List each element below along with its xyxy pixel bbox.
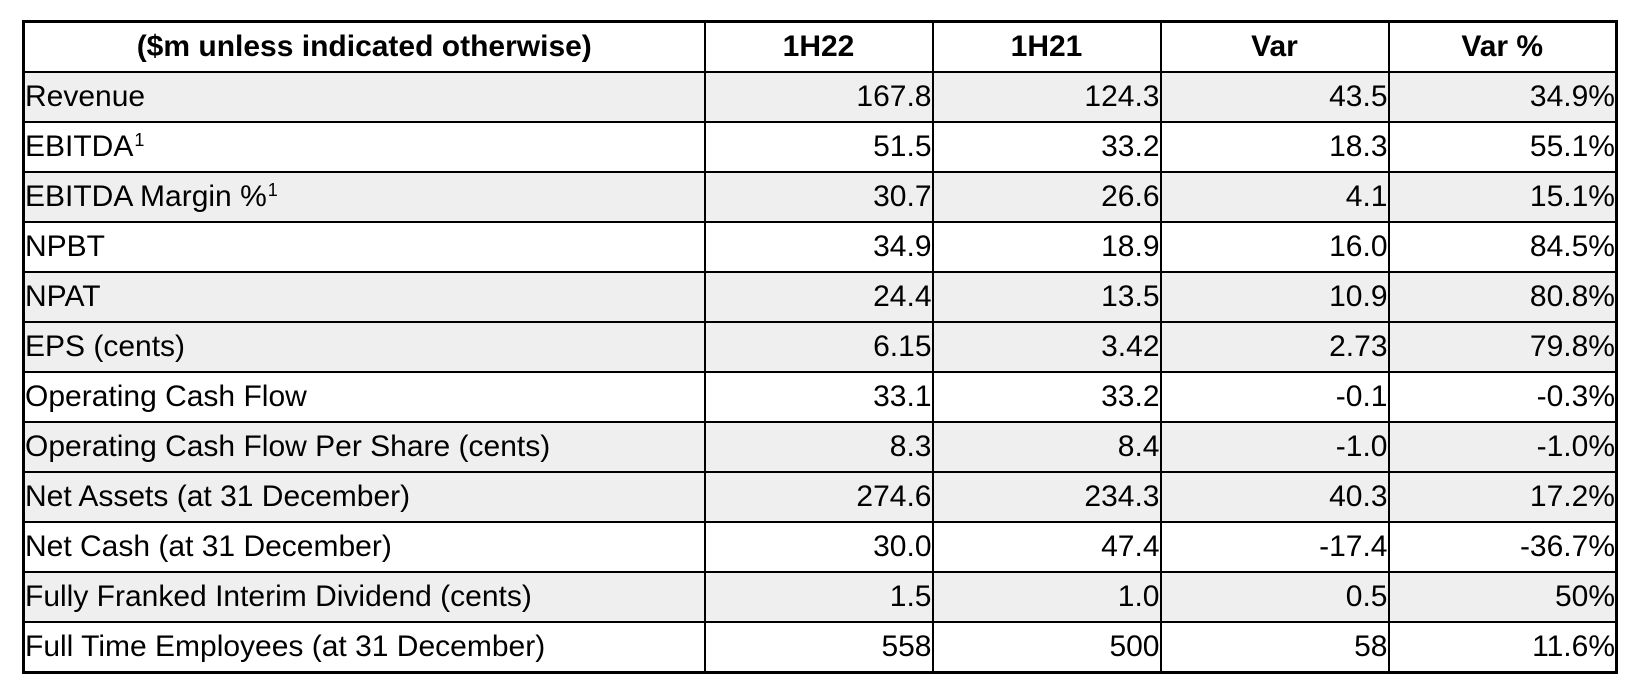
cell-value: 33.2 <box>931 371 1162 423</box>
header-cell-1h22: 1H22 <box>703 20 934 73</box>
cell-value: 24.4 <box>703 271 934 323</box>
table-row-ebitda: EBITDA1 51.5 33.2 18.3 55.1% <box>22 121 1618 173</box>
cell-value: 18.3 <box>1159 121 1390 173</box>
footnote-marker: 1 <box>267 180 278 201</box>
cell-value: 17.2% <box>1387 471 1618 523</box>
cell-value: 274.6 <box>703 471 934 523</box>
cell-value: -36.7% <box>1387 521 1618 573</box>
header-cell-metric: ($m unless indicated otherwise) <box>22 20 706 73</box>
cell-value: 13.5 <box>931 271 1162 323</box>
cell-value: -17.4 <box>1159 521 1390 573</box>
cell-value: 6.15 <box>703 321 934 373</box>
cell-value: 58 <box>1159 621 1390 674</box>
cell-value: 8.3 <box>703 421 934 473</box>
cell-value: 33.2 <box>931 121 1162 173</box>
row-label: Fully Franked Interim Dividend (cents) <box>22 571 706 623</box>
table-row-interim-dividend: Fully Franked Interim Dividend (cents) 1… <box>22 571 1618 623</box>
cell-value: 3.42 <box>931 321 1162 373</box>
cell-value: 34.9% <box>1387 71 1618 123</box>
table-row-revenue: Revenue 167.8 124.3 43.5 34.9% <box>22 71 1618 123</box>
row-label: Revenue <box>22 71 706 123</box>
cell-value: -0.3% <box>1387 371 1618 423</box>
cell-value: 40.3 <box>1159 471 1390 523</box>
cell-value: 18.9 <box>931 221 1162 273</box>
cell-value: 84.5% <box>1387 221 1618 273</box>
table-row-net-cash: Net Cash (at 31 December) 30.0 47.4 -17.… <box>22 521 1618 573</box>
cell-value: 1.5 <box>703 571 934 623</box>
row-label: EPS (cents) <box>22 321 706 373</box>
cell-value: 500 <box>931 621 1162 674</box>
cell-value: 26.6 <box>931 171 1162 223</box>
cell-value: 234.3 <box>931 471 1162 523</box>
table-row-operating-cash-flow: Operating Cash Flow 33.1 33.2 -0.1 -0.3% <box>22 371 1618 423</box>
cell-value: 0.5 <box>1159 571 1390 623</box>
cell-value: 4.1 <box>1159 171 1390 223</box>
cell-value: 34.9 <box>703 221 934 273</box>
cell-value: 124.3 <box>931 71 1162 123</box>
table-row-eps: EPS (cents) 6.15 3.42 2.73 79.8% <box>22 321 1618 373</box>
table-row-operating-cash-flow-per-share: Operating Cash Flow Per Share (cents) 8.… <box>22 421 1618 473</box>
header-cell-var: Var <box>1159 20 1390 73</box>
cell-value: 33.1 <box>703 371 934 423</box>
cell-value: 167.8 <box>703 71 934 123</box>
header-row: ($m unless indicated otherwise) 1H22 1H2… <box>22 20 1618 73</box>
row-label: Full Time Employees (at 31 December) <box>22 621 706 674</box>
cell-value: -0.1 <box>1159 371 1390 423</box>
financial-summary-table: ($m unless indicated otherwise) 1H22 1H2… <box>22 20 1618 674</box>
row-label: Operating Cash Flow Per Share (cents) <box>22 421 706 473</box>
cell-value: -1.0% <box>1387 421 1618 473</box>
cell-value: 79.8% <box>1387 321 1618 373</box>
row-label: Net Assets (at 31 December) <box>22 471 706 523</box>
cell-value: 15.1% <box>1387 171 1618 223</box>
cell-value: 50% <box>1387 571 1618 623</box>
row-label: Net Cash (at 31 December) <box>22 521 706 573</box>
table-row-npat: NPAT 24.4 13.5 10.9 80.8% <box>22 271 1618 323</box>
cell-value: 16.0 <box>1159 221 1390 273</box>
table-row-ebitda-margin: EBITDA Margin %1 30.7 26.6 4.1 15.1% <box>22 171 1618 223</box>
header-cell-var-pct: Var % <box>1387 20 1618 73</box>
cell-value: 2.73 <box>1159 321 1390 373</box>
table-row-npbt: NPBT 34.9 18.9 16.0 84.5% <box>22 221 1618 273</box>
cell-value: 30.7 <box>703 171 934 223</box>
cell-value: 558 <box>703 621 934 674</box>
cell-value: 47.4 <box>931 521 1162 573</box>
cell-value: 43.5 <box>1159 71 1390 123</box>
cell-value: 10.9 <box>1159 271 1390 323</box>
header-cell-1h21: 1H21 <box>931 20 1162 73</box>
cell-value: 1.0 <box>931 571 1162 623</box>
row-label: EBITDA Margin %1 <box>22 171 706 223</box>
footnote-marker: 1 <box>134 130 145 151</box>
table-row-net-assets: Net Assets (at 31 December) 274.6 234.3 … <box>22 471 1618 523</box>
cell-value: 8.4 <box>931 421 1162 473</box>
row-label: EBITDA1 <box>22 121 706 173</box>
cell-value: 80.8% <box>1387 271 1618 323</box>
cell-value: -1.0 <box>1159 421 1390 473</box>
row-label: NPBT <box>22 221 706 273</box>
cell-value: 55.1% <box>1387 121 1618 173</box>
row-label: Operating Cash Flow <box>22 371 706 423</box>
cell-value: 51.5 <box>703 121 934 173</box>
cell-value: 11.6% <box>1387 621 1618 674</box>
table-row-full-time-employees: Full Time Employees (at 31 December) 558… <box>22 621 1618 674</box>
row-label: NPAT <box>22 271 706 323</box>
cell-value: 30.0 <box>703 521 934 573</box>
